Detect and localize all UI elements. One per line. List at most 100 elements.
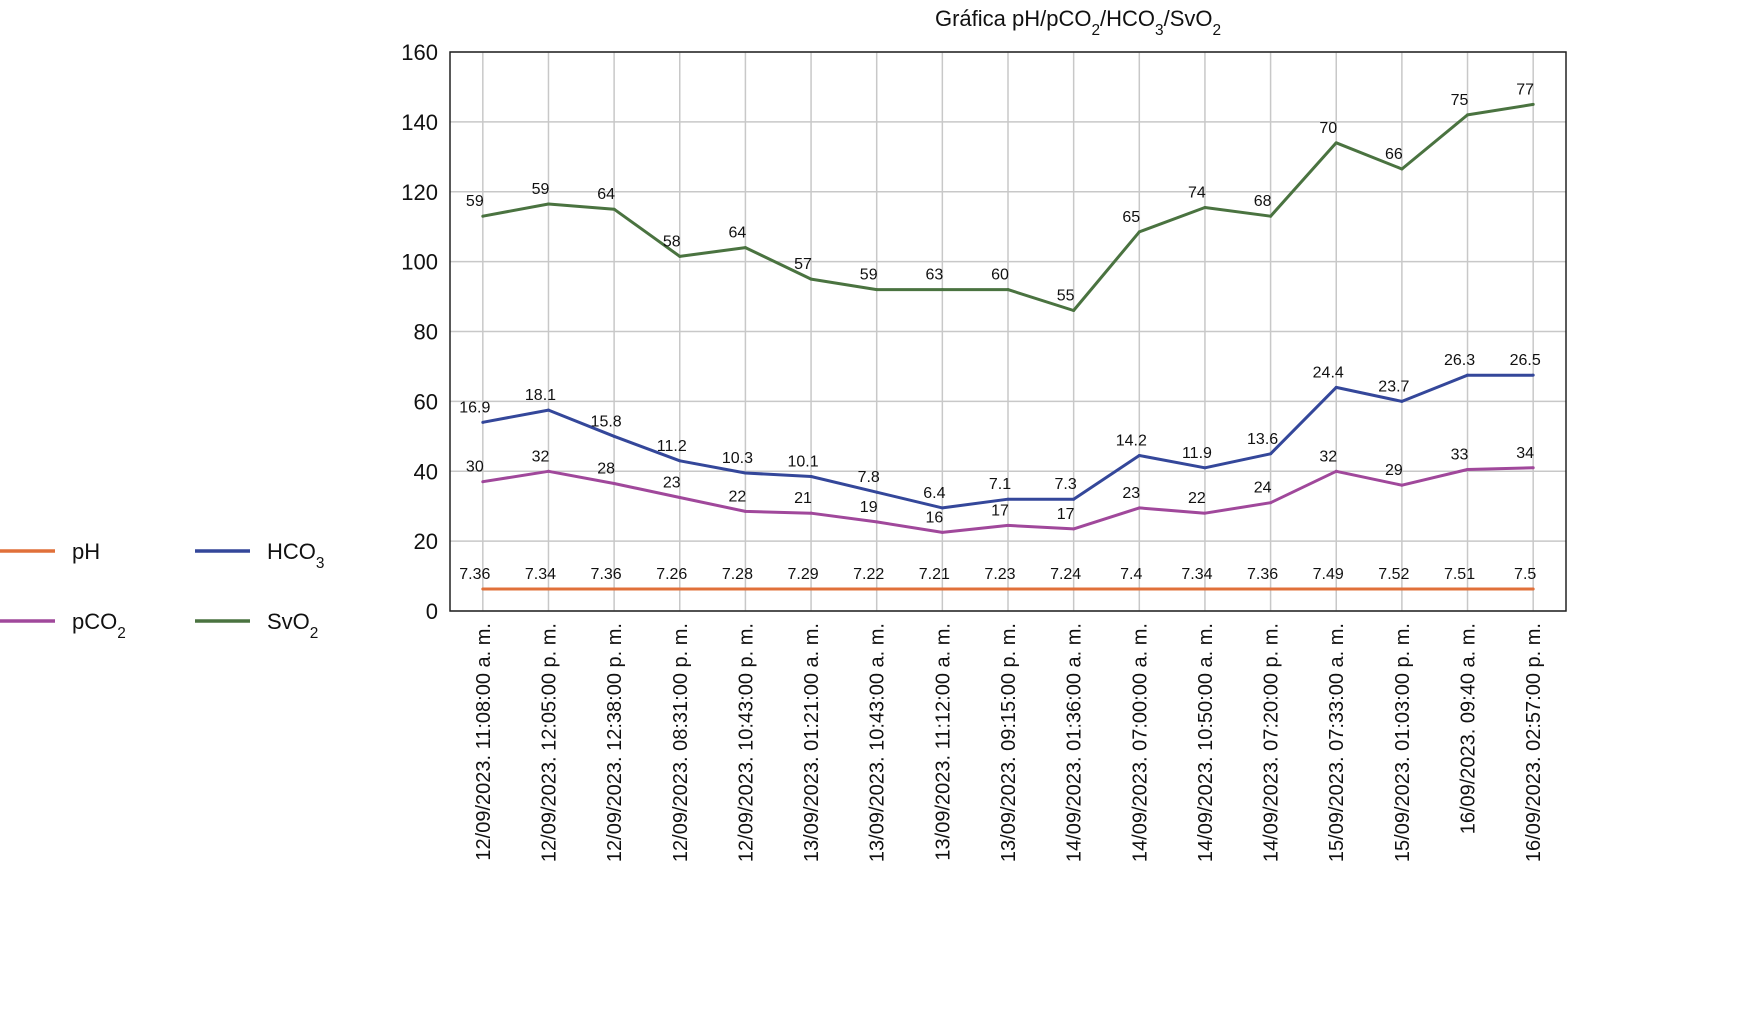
data-label-svo2: 77 [1516, 81, 1534, 98]
data-label-pco2: 33 [1451, 447, 1469, 464]
data-label-hco3: 14.2 [1116, 433, 1147, 450]
data-point-hco3 [1269, 452, 1273, 456]
data-point-ph [1466, 587, 1470, 591]
data-label-pco2: 16 [925, 509, 943, 526]
y-tick-label: 80 [414, 320, 438, 345]
x-tick-label: 12/09/2023. 12:05:00 p. m. [538, 623, 560, 862]
data-label-hco3: 15.8 [591, 413, 622, 430]
data-label-hco3: 26.3 [1444, 352, 1475, 369]
data-label-hco3: 23.7 [1378, 378, 1409, 395]
data-point-svo2 [743, 246, 747, 250]
data-label-svo2: 70 [1319, 120, 1337, 137]
data-point-pco2 [1334, 469, 1338, 473]
data-point-pco2 [1203, 511, 1207, 515]
x-tick-label: 12/09/2023. 10:43:00 p. m. [735, 623, 757, 862]
data-label-pco2: 29 [1385, 462, 1403, 479]
data-point-svo2 [1400, 167, 1404, 171]
data-label-hco3: 26.5 [1510, 352, 1541, 369]
data-point-pco2 [1269, 501, 1273, 505]
data-label-ph: 7.4 [1120, 566, 1142, 583]
data-label-ph: 7.26 [656, 566, 687, 583]
data-point-pco2 [1531, 466, 1535, 470]
data-label-ph: 7.21 [919, 566, 950, 583]
legend-label: pH [72, 539, 100, 564]
data-point-hco3 [612, 434, 616, 438]
data-label-pco2: 17 [991, 502, 1009, 519]
data-label-svo2: 58 [663, 233, 681, 250]
data-label-svo2: 60 [991, 267, 1009, 284]
legend-item-ph: pH [0, 539, 100, 564]
data-point-ph [875, 587, 879, 591]
data-label-ph: 7.5 [1514, 566, 1536, 583]
data-point-ph [1334, 587, 1338, 591]
data-label-ph: 7.34 [525, 566, 556, 583]
data-label-svo2: 59 [466, 193, 484, 210]
data-point-svo2 [809, 277, 813, 281]
data-label-svo2: 57 [794, 256, 812, 273]
y-tick-label: 160 [401, 40, 438, 65]
data-label-hco3: 7.8 [858, 469, 880, 486]
data-point-ph [940, 587, 944, 591]
x-tick-label: 12/09/2023. 08:31:00 p. m. [670, 623, 692, 862]
data-label-hco3: 10.1 [787, 453, 818, 470]
x-tick-label: 13/09/2023. 11:12:00 a. m. [932, 623, 954, 861]
data-point-svo2 [546, 202, 550, 206]
data-label-hco3: 24.4 [1313, 364, 1344, 381]
data-label-ph: 7.36 [1247, 566, 1278, 583]
data-point-hco3 [1531, 373, 1535, 377]
x-tick-label: 12/09/2023. 12:38:00 p. m. [604, 623, 626, 862]
x-tick-label: 16/09/2023. 02:57:00 p. m. [1523, 623, 1545, 862]
data-point-hco3 [1072, 497, 1076, 501]
data-label-svo2: 59 [532, 181, 550, 198]
x-tick-label: 14/09/2023. 01:36:00 a. m. [1064, 623, 1086, 862]
data-label-ph: 7.23 [984, 566, 1015, 583]
data-point-hco3 [809, 474, 813, 478]
y-tick-label: 40 [414, 459, 438, 484]
y-tick-label: 60 [414, 389, 438, 414]
data-label-pco2: 32 [532, 448, 550, 465]
data-point-pco2 [940, 530, 944, 534]
data-point-svo2 [1137, 230, 1141, 234]
data-label-ph: 7.22 [853, 566, 884, 583]
data-point-ph [743, 587, 747, 591]
data-point-pco2 [481, 480, 485, 484]
data-point-svo2 [1203, 205, 1207, 209]
data-label-svo2: 74 [1188, 184, 1206, 201]
data-point-svo2 [1269, 214, 1273, 218]
legend-item-hco3: HCO3 [195, 539, 324, 572]
grid [450, 51, 1566, 612]
data-label-svo2: 64 [729, 225, 747, 242]
legend-label: SvO2 [267, 609, 318, 642]
data-point-ph [1203, 587, 1207, 591]
data-label-hco3: 7.1 [989, 476, 1011, 493]
x-tick-label: 13/09/2023. 10:43:00 a. m. [867, 623, 889, 862]
data-label-pco2: 21 [794, 490, 812, 507]
x-tick-label: 16/09/2023. 09:40 a. m. [1458, 623, 1480, 834]
data-label-ph: 7.28 [722, 566, 753, 583]
data-point-hco3 [678, 459, 682, 463]
data-point-pco2 [1400, 483, 1404, 487]
data-point-hco3 [1203, 466, 1207, 470]
data-point-ph [546, 587, 550, 591]
data-label-pco2: 17 [1057, 506, 1075, 523]
data-point-pco2 [678, 495, 682, 499]
legend-item-pco2: pCO2 [0, 609, 126, 642]
data-label-pco2: 19 [860, 499, 878, 516]
data-point-svo2 [1466, 113, 1470, 117]
data-label-ph: 7.51 [1444, 566, 1475, 583]
data-label-pco2: 22 [1188, 490, 1206, 507]
data-label-hco3: 6.4 [923, 485, 945, 502]
data-point-hco3 [1006, 497, 1010, 501]
data-point-ph [481, 587, 485, 591]
y-tick-label: 100 [401, 250, 438, 275]
data-label-pco2: 22 [729, 488, 747, 505]
legend-label: pCO2 [72, 609, 126, 642]
legend: pH HCO3 pCO2 SvO2 [0, 539, 324, 642]
data-point-ph [678, 587, 682, 591]
data-label-pco2: 28 [597, 460, 615, 477]
data-label-svo2: 75 [1451, 92, 1469, 109]
x-tick-label: 13/09/2023. 09:15:00 p. m. [998, 623, 1020, 862]
data-label-hco3: 10.3 [722, 450, 753, 467]
data-label-hco3: 18.1 [525, 387, 556, 404]
